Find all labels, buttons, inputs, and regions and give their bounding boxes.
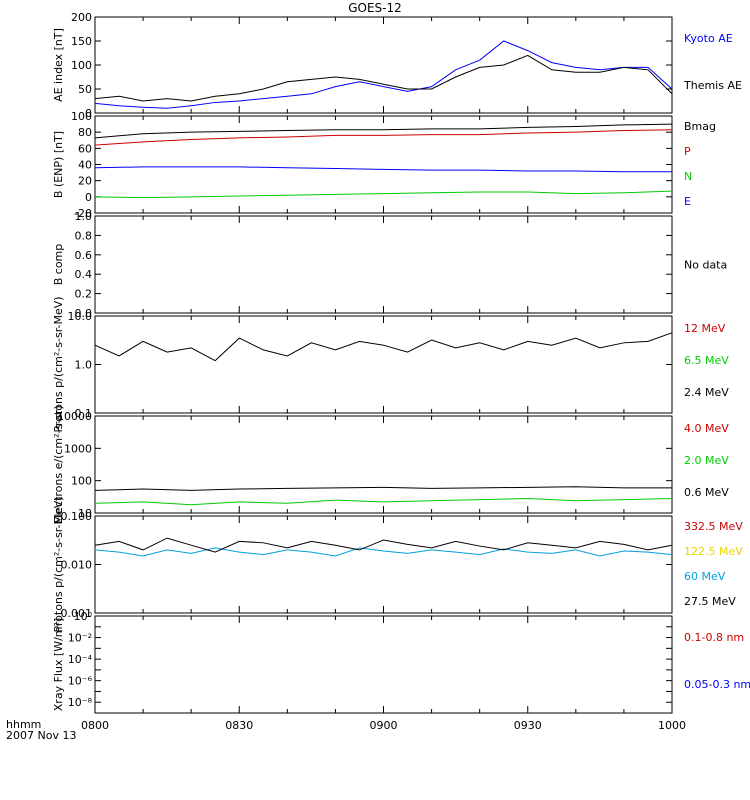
legend-entry: 12 MeV — [684, 322, 726, 335]
time-axis-label: hhmm — [6, 718, 42, 731]
y-axis-label: AE index [nT] — [52, 28, 65, 102]
legend-entry: 0.1-0.8 nm — [684, 631, 744, 644]
y-tick-label: 0.100 — [61, 510, 93, 523]
series-line — [94, 123, 673, 139]
series-line — [94, 40, 673, 109]
y-tick-label: 0.8 — [75, 229, 93, 242]
y-axis-label: Xray Flux [W/m²] — [52, 618, 65, 711]
y-axis-label: Electrons e/(cm²-s-sr) — [52, 405, 65, 524]
y-tick-label: 100 — [71, 475, 92, 488]
legend-entry: Themis AE — [683, 79, 742, 92]
legend-entry: 332.5 MeV — [684, 520, 743, 533]
legend-entry: 122.5 MeV — [684, 545, 743, 558]
panel-frame — [94, 615, 673, 714]
y-tick-label: 20 — [78, 175, 92, 188]
y-tick-label: 0.0 — [75, 307, 93, 320]
legend-entry: 0.05-0.3 nm — [684, 678, 750, 691]
y-tick-label: 10⁻² — [68, 632, 92, 645]
y-tick-label: 0.2 — [75, 288, 93, 301]
panel-frame — [94, 415, 673, 514]
y-tick-label: 10⁻⁴ — [68, 653, 93, 666]
y-tick-label: 10⁻⁶ — [68, 675, 93, 688]
x-tick-label: 0800 — [81, 719, 109, 732]
y-tick-label: 200 — [71, 11, 92, 24]
y-tick-label: 80 — [78, 126, 92, 139]
legend-entry: P — [684, 145, 691, 158]
y-tick-label: 10⁰ — [74, 610, 93, 623]
y-tick-label: 0.001 — [61, 607, 93, 620]
y-tick-label: 1.0 — [75, 210, 93, 223]
series-line — [94, 190, 673, 199]
legend-entry: 27.5 MeV — [684, 595, 736, 608]
series-line — [94, 547, 673, 557]
series-line — [94, 129, 673, 146]
y-tick-label: 10 — [78, 507, 92, 520]
series-line — [94, 166, 672, 173]
y-tick-label: 10.0 — [68, 310, 93, 323]
y-tick-label: 1000 — [64, 442, 92, 455]
panel-frame — [94, 315, 673, 414]
y-tick-label: 1.0 — [75, 359, 93, 372]
legend-entry: 6.5 MeV — [684, 354, 729, 367]
panel-frame — [94, 16, 673, 114]
series-line — [94, 537, 673, 553]
legend-entry: 60 MeV — [684, 570, 726, 583]
panel-frame — [94, 115, 673, 214]
y-tick-label: 0.6 — [75, 249, 93, 262]
y-axis-label: B (ENP) [nT] — [52, 131, 65, 198]
y-tick-label: 0 — [85, 107, 92, 120]
no-data-label: No data — [684, 259, 727, 272]
y-tick-label: -20 — [74, 207, 92, 220]
y-tick-label: 0.010 — [61, 559, 93, 572]
legend-entry: 4.0 MeV — [684, 422, 729, 435]
legend-entry: Bmag — [684, 120, 716, 133]
legend-entry: E — [684, 195, 691, 208]
legend-entry: Kyoto AE — [684, 32, 733, 45]
series-line — [94, 486, 672, 491]
y-axis-label: B comp — [52, 244, 65, 286]
y-tick-label: 100 — [71, 59, 92, 72]
legend-entry: 2.4 MeV — [684, 386, 729, 399]
x-tick-label: 1000 — [658, 719, 686, 732]
series-line — [94, 498, 673, 506]
series-line — [94, 332, 673, 362]
y-tick-label: 0.4 — [75, 268, 93, 281]
panel-frame — [94, 515, 673, 614]
y-tick-label: 60 — [78, 142, 92, 155]
legend-entry: N — [684, 170, 692, 183]
date-label: 2007 Nov 13 — [6, 729, 77, 742]
y-tick-label: 40 — [78, 159, 92, 172]
x-tick-label: 0930 — [514, 719, 542, 732]
y-tick-label: 150 — [71, 35, 92, 48]
y-tick-label: 10000 — [57, 410, 92, 423]
legend-entry: 0.6 MeV — [684, 486, 729, 499]
legend-entry: 2.0 MeV — [684, 454, 729, 467]
y-axis-label: Protons p/(cm²-s-sr-MeV) — [52, 296, 65, 432]
x-tick-label: 0900 — [370, 719, 398, 732]
y-tick-label: 100 — [71, 110, 92, 123]
y-axis-label: Protons p/(cm²-s-sr-MeV) — [52, 496, 65, 632]
series-line — [94, 54, 673, 102]
y-tick-label: 10⁻⁸ — [68, 696, 93, 709]
y-tick-label: 0 — [85, 191, 92, 204]
y-tick-label: 50 — [78, 83, 92, 96]
x-tick-label: 0830 — [225, 719, 253, 732]
panel-frame — [94, 215, 673, 314]
y-tick-label: 0.1 — [75, 407, 93, 420]
chart-title: GOES-12 — [348, 1, 402, 15]
